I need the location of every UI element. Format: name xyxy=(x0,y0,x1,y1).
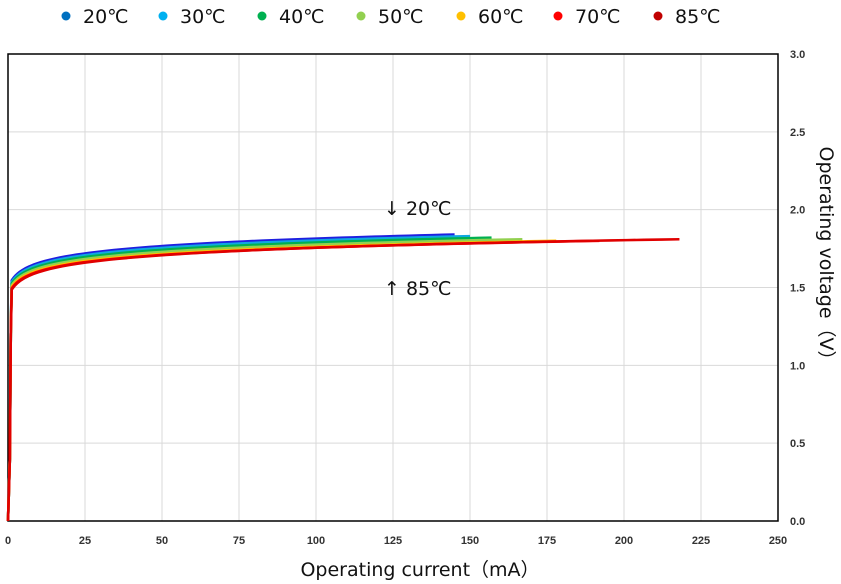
x-tick-label: 200 xyxy=(615,535,633,547)
series-line-2 xyxy=(6,236,492,522)
series-line-6 xyxy=(6,237,680,522)
x-axis-ticks: 0 25 50 75 100 125 150 175 200 225 250 xyxy=(5,535,787,547)
legend-marker xyxy=(257,11,267,21)
x-tick-label: 75 xyxy=(233,535,245,547)
series-line-3 xyxy=(6,237,523,522)
legend-marker xyxy=(158,11,168,21)
x-tick-label: 0 xyxy=(5,535,11,547)
legend-marker xyxy=(553,11,563,21)
y-tick-label: 2.0 xyxy=(790,205,805,217)
y-tick-label: 2.5 xyxy=(790,127,805,139)
plot-frame xyxy=(7,53,779,522)
x-tick-label: 175 xyxy=(538,535,556,547)
y-axis-ticks: 0.0 0.5 1.0 1.5 2.0 2.5 3.0 xyxy=(790,49,805,528)
x-tick-label: 250 xyxy=(769,535,787,547)
series-lines xyxy=(6,233,680,522)
legend: 20℃ 30℃ 40℃ 50℃ 60℃ 70℃ 85℃ xyxy=(61,6,721,28)
gridlines xyxy=(8,54,778,521)
x-tick-label: 25 xyxy=(79,535,91,547)
y-tick-label: 1.0 xyxy=(790,360,805,372)
y-tick-label: 1.5 xyxy=(790,283,805,295)
legend-label: 50℃ xyxy=(378,6,424,28)
legend-marker xyxy=(61,11,71,21)
legend-label: 85℃ xyxy=(675,6,721,28)
legend-label: 30℃ xyxy=(180,6,226,28)
annotation-85c: ↑ 85℃ xyxy=(384,278,451,300)
x-tick-label: 50 xyxy=(156,535,168,547)
series-line-4 xyxy=(6,239,557,522)
legend-label: 20℃ xyxy=(83,6,129,28)
x-axis-title: Operating current（mA） xyxy=(300,559,539,581)
x-tick-label: 125 xyxy=(384,535,402,547)
legend-label: 70℃ xyxy=(575,6,621,28)
legend-marker xyxy=(356,11,366,21)
legend-label: 40℃ xyxy=(279,6,325,28)
series-line-0 xyxy=(6,233,455,522)
y-tick-label: 0.0 xyxy=(790,516,805,528)
x-tick-label: 100 xyxy=(307,535,325,547)
series-line-1 xyxy=(6,234,471,522)
legend-marker xyxy=(653,11,663,21)
y-axis-title: Operating voltage（V） xyxy=(815,146,837,369)
x-tick-label: 150 xyxy=(461,535,479,547)
legend-marker xyxy=(456,11,466,21)
legend-label: 60℃ xyxy=(478,6,524,28)
y-tick-label: 3.0 xyxy=(790,49,805,61)
x-tick-label: 225 xyxy=(692,535,710,547)
y-tick-label: 0.5 xyxy=(790,438,805,450)
annotation-20c: ↓ 20℃ xyxy=(384,198,451,220)
series-line-5 xyxy=(6,239,600,522)
